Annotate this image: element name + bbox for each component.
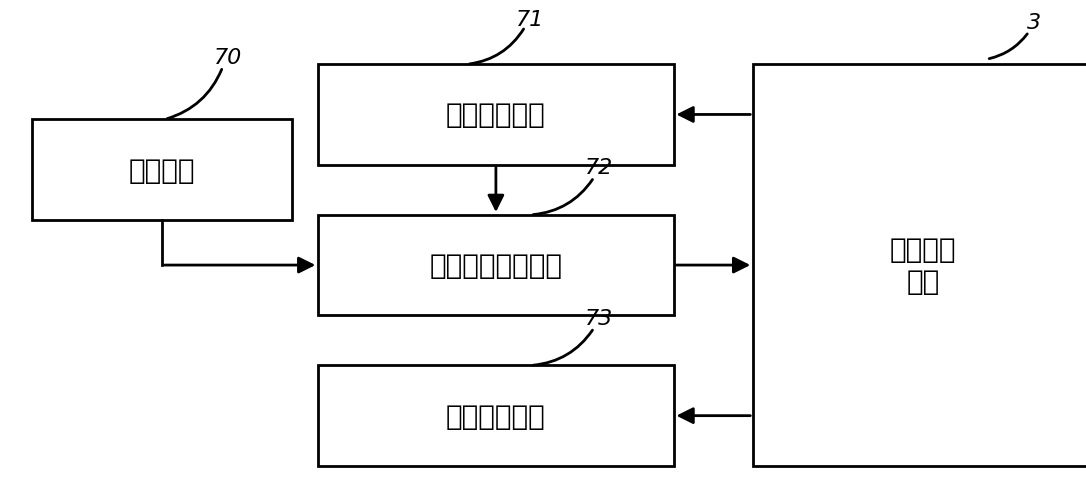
- FancyArrowPatch shape: [167, 70, 222, 119]
- FancyArrowPatch shape: [469, 30, 523, 65]
- Text: 70: 70: [214, 48, 242, 68]
- FancyBboxPatch shape: [318, 366, 673, 466]
- Text: 72: 72: [585, 158, 614, 178]
- Text: 激活控制单元: 激活控制单元: [446, 101, 546, 129]
- Text: 71: 71: [516, 10, 544, 30]
- FancyArrowPatch shape: [533, 180, 593, 215]
- Text: 3: 3: [1027, 13, 1041, 33]
- FancyBboxPatch shape: [318, 65, 673, 165]
- FancyArrowPatch shape: [989, 35, 1027, 60]
- Text: 监控单元: 监控单元: [128, 156, 195, 184]
- FancyArrowPatch shape: [533, 331, 593, 366]
- Text: 73: 73: [585, 308, 614, 328]
- Text: 高压充电处理单元: 高压充电处理单元: [429, 252, 563, 280]
- Text: 休眠控制单元: 休眠控制单元: [446, 402, 546, 430]
- FancyBboxPatch shape: [31, 120, 292, 220]
- FancyBboxPatch shape: [318, 215, 673, 316]
- FancyBboxPatch shape: [753, 65, 1086, 466]
- Text: 充电控制
单元: 充电控制 单元: [889, 235, 956, 296]
